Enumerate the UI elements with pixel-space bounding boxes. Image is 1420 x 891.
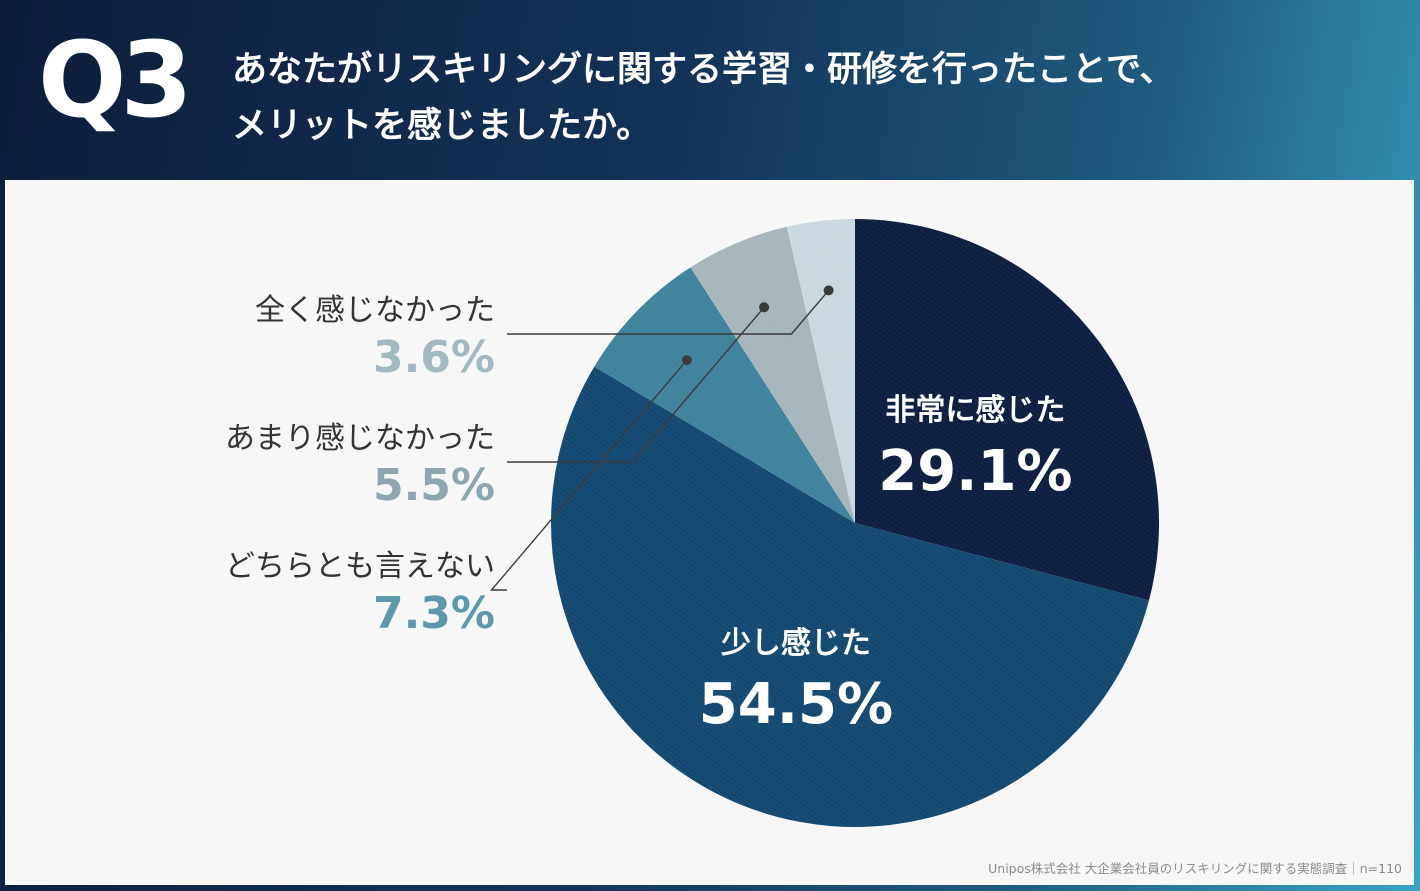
question-line-1: あなたがリスキリングに関する学習・研修を行ったことで、 (232, 50, 1175, 90)
callout-value: 5.5% (373, 460, 495, 511)
callout-line (507, 306, 765, 463)
callout-value: 3.6% (373, 332, 495, 383)
pie-slice-texture (551, 366, 1149, 827)
question-number: Q3 (38, 19, 193, 141)
pie-chart: 非常に感じた 29.1% 少し感じた 54.5% 全く感じなかった 3.6% あまり感じなか… (225, 219, 1160, 827)
pie-slice-texture (855, 219, 1160, 601)
pie-slice-texture (690, 226, 855, 524)
callout-value: 7.3% (373, 588, 495, 639)
slice-value-label: 29.1% (878, 439, 1072, 504)
question-line-2: メリットを感じましたか。 (232, 106, 652, 146)
pie-slice-texture (786, 219, 855, 523)
callout-line (489, 359, 688, 591)
question-text: あなたがリスキリングに関する学習・研修を行ったことで、 メリットを感じましたか。 (232, 42, 1352, 154)
pie-slice-texture (594, 267, 855, 523)
callout-label: どちらとも言えない (225, 549, 495, 584)
callout-label: 全く感じなかった (255, 293, 495, 328)
chart-panel: 非常に感じた 29.1% 少し感じた 54.5% 全く感じなかった 3.6% あまり感じなか… (5, 180, 1414, 885)
slice-label: 少し感じた (721, 626, 871, 661)
slice-value-label: 54.5% (699, 672, 893, 737)
slice-label: 非常に感じた (885, 393, 1065, 428)
source-note: Unipos株式会社 大企業会社員のリスキリングに関する実態調査｜n=110 (988, 861, 1402, 876)
callout-line (507, 289, 830, 335)
callout-label: あまり感じなかった (225, 421, 495, 456)
